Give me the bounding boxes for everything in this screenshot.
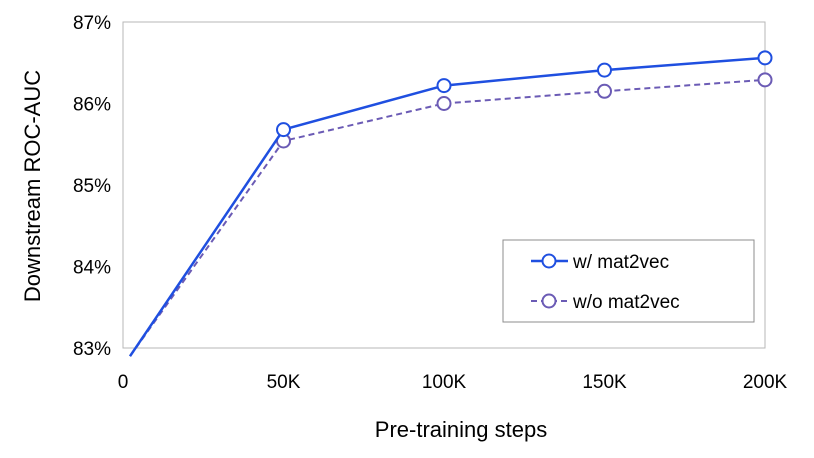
x-tick-label: 200K bbox=[743, 372, 788, 393]
x-axis-title: Pre-training steps bbox=[375, 417, 547, 442]
data-point-w-mat2vec bbox=[436, 78, 452, 94]
data-point-w-o-mat2vec bbox=[597, 83, 612, 99]
y-axis-ticks: 83% 84% 85% 86% 87% bbox=[73, 13, 111, 360]
series-line-w-o-mat2vec bbox=[129, 78, 766, 357]
data-point-w-o-mat2vec bbox=[436, 96, 452, 111]
x-tick-label: 50K bbox=[267, 372, 301, 393]
data-point-w-mat2vec bbox=[597, 62, 612, 78]
legend-marker-without-mat2vec bbox=[541, 293, 557, 309]
x-axis-ticks: 0 50K 100K 150K 200K bbox=[118, 372, 788, 393]
y-tick-label: 87% bbox=[73, 13, 111, 34]
legend: w/ mat2vec w/o mat2vec bbox=[502, 239, 755, 323]
legend-box bbox=[502, 239, 755, 323]
y-tick-label: 86% bbox=[73, 95, 111, 116]
legend-label-with-mat2vec: w/ mat2vec bbox=[572, 252, 669, 273]
y-tick-label: 83% bbox=[73, 339, 111, 360]
y-axis-title: Downstream ROC-AUC bbox=[20, 70, 45, 302]
x-tick-label: 0 bbox=[118, 372, 129, 393]
legend-marker-with-mat2vec bbox=[541, 253, 557, 269]
data-point-w-mat2vec bbox=[757, 50, 773, 66]
data-point-w-mat2vec bbox=[276, 122, 291, 138]
x-tick-label: 100K bbox=[422, 372, 467, 393]
y-tick-label: 85% bbox=[73, 176, 111, 197]
x-tick-label: 150K bbox=[582, 372, 627, 393]
series-layer bbox=[128, 50, 773, 357]
legend-label-without-mat2vec: w/o mat2vec bbox=[572, 292, 680, 313]
y-tick-label: 84% bbox=[73, 258, 111, 279]
data-point-w-o-mat2vec bbox=[757, 72, 773, 88]
